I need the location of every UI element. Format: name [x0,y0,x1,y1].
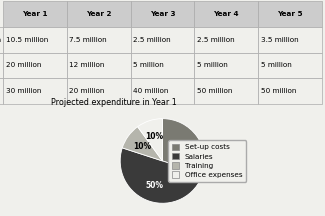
Wedge shape [162,119,205,174]
Wedge shape [122,127,162,161]
Wedge shape [137,119,162,161]
Text: 50%: 50% [146,181,164,190]
Text: Projected expenditure in Year 1: Projected expenditure in Year 1 [51,98,177,107]
Wedge shape [120,148,203,203]
Text: 10%: 10% [133,141,151,151]
Text: 30%: 30% [174,141,192,151]
Text: 10%: 10% [146,132,164,141]
Legend: Set-up costs, Salaries, Training, Office expenses: Set-up costs, Salaries, Training, Office… [168,140,246,182]
